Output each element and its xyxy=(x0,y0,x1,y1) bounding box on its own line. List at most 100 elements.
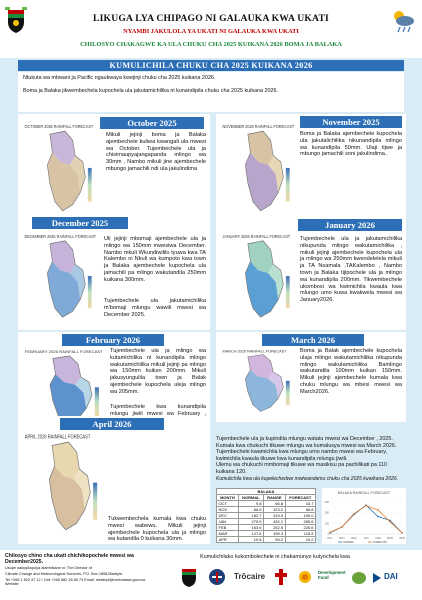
footer: Chilosyo chino cha ukati chichikopochele… xyxy=(0,550,422,600)
table-row: APR 10.8 59.2 10.2 xyxy=(216,536,317,543)
march-text: Boma ja Balak ajembechele kupochela ulaj… xyxy=(300,348,402,395)
footer-contact-line-1: Usupe nakuyikopoya alambikane ni: The Di… xyxy=(5,566,92,571)
summary-paragraph-2: Tujembechele kwamichila kwa mlungu umo n… xyxy=(216,449,388,462)
apr-map-svg: APRIL 2026 RAINFALL FORECAST xyxy=(22,432,104,540)
october-panel: October 2025 OCTOBER 2025 RAINFALL FOREC… xyxy=(18,114,210,224)
data-point xyxy=(329,531,331,534)
apr-map-title: APRIL 2026 RAINFALL FORECAST xyxy=(25,434,91,439)
march-title: March 2026 xyxy=(262,334,364,346)
y-tick-label: 300 xyxy=(325,500,330,504)
footer-contact-line-2: Climate Change and Meteorological Servic… xyxy=(5,572,124,576)
development-fund-logo: Development Fund xyxy=(318,570,346,580)
x-tick-label: OCT xyxy=(327,536,333,540)
dec-map-svg: DECEMBER 2025 RAINFALL FORECAST xyxy=(22,232,98,326)
mar-map-svg: MARCH 2026 RAINFALL FORECAST xyxy=(220,348,296,418)
rainfall-chart: BALAKA RAINFALL FORECAST 0 100 200 300 OCT NOV… xyxy=(322,488,406,544)
summary-caption: Kumulichila kwa ula kupelechedwe mwiwand… xyxy=(216,475,399,482)
legend-label: FORECAST xyxy=(373,540,388,544)
april-text: Tukwembechela kumala kwa chuku mwesi wab… xyxy=(108,516,206,543)
x-tick-label: APR xyxy=(399,536,404,540)
series-line-forecast xyxy=(329,505,403,534)
summary-paragraph-3: Ulemu wa chukuchi mmbomaji tikuwe wa mas… xyxy=(216,462,387,475)
malawi-crest-logo xyxy=(182,569,196,587)
january-map: JANUARY 2026 RAINFALL FORECAST xyxy=(220,232,296,326)
march-panel: March 2026 MARCH 2026 RAINFALL FORECAST … xyxy=(216,332,406,422)
november-map: NOVEMBER 2025 RAINFALL FORECAST xyxy=(220,122,296,220)
x-tick-label: DEC xyxy=(351,536,357,540)
november-title: November 2025 xyxy=(300,116,402,128)
intro-text-1: Ntukuta wa mbwani ja Pacific ngaukwaya k… xyxy=(23,75,216,81)
october-title: October 2025 xyxy=(100,117,204,129)
data-point xyxy=(341,526,343,528)
oct-map-title: OCTOBER 2025 RAINFALL FORECAST xyxy=(25,124,94,129)
summary-paragraph-1: Tujembechele ula ja kupindila mlungu wat… xyxy=(216,436,397,449)
april-map: APRIL 2026 RAINFALL FORECAST xyxy=(22,432,104,540)
jan-map-svg: JANUARY 2026 RAINFALL FORECAST xyxy=(220,232,296,326)
table-header-cell: RANGE xyxy=(263,494,286,501)
header: LIKUGA LYA CHIPAGO NI GALAUKA KWA UKATI … xyxy=(0,0,422,58)
december-map: DECEMBER 2025 RAINFALL FORECAST xyxy=(22,232,98,326)
data-point xyxy=(353,512,355,515)
forecast-subtitle: CHILOSYO CHAKAGWE KA ULA CHUKU CHA 2025 … xyxy=(80,41,342,48)
dai-logo: DAI xyxy=(384,572,398,581)
partner-logos: Trōcaire Development Fund DAI xyxy=(150,564,422,594)
footer-funding-text: Kumulichilako kukombolechele ni chakamun… xyxy=(200,554,350,560)
forecast-table: BALAKA MONTH NORMAL RANGE FORECAST OCT 9.8 66… xyxy=(216,488,317,543)
x-tick-label: JAN xyxy=(364,536,369,540)
feb-map-title: FEBRUARY 2026 RAINFALL FORECAST xyxy=(25,349,103,354)
x-tick-label: NOV xyxy=(339,536,345,540)
table-header-cell: NORMAL xyxy=(237,494,265,501)
y-tick-label: 200 xyxy=(325,511,330,515)
series-line-normal xyxy=(329,504,403,534)
data-point xyxy=(377,509,379,511)
november-text: Boma ja Balaka ajembechele kupochela ula… xyxy=(300,131,402,158)
data-point xyxy=(401,532,403,534)
intro-box: Ntukuta wa mbwani ja Pacific ngaukwaya k… xyxy=(18,72,404,112)
data-point xyxy=(365,504,367,507)
data-point xyxy=(389,520,391,523)
y-tick-label: 100 xyxy=(325,521,330,525)
department-subtitle: NYAMBI JAKULOLA YA UKATI NI GALAUKA KWA … xyxy=(123,28,299,35)
seed-logo xyxy=(352,572,366,584)
october-map: OCTOBER 2025 RAINFALL FORECAST xyxy=(22,122,98,220)
table-header-cell: FORECAST xyxy=(284,494,317,501)
february-title: February 2026 xyxy=(62,334,164,346)
dai-mark-icon xyxy=(373,573,381,583)
trocaire-logo: Trōcaire xyxy=(234,572,266,581)
table-cell: 10.2 xyxy=(284,536,317,543)
table-cell: 10.8 xyxy=(237,536,265,543)
december-panel: December 2025 DECEMBER 2025 RAINFALL FOR… xyxy=(18,216,210,330)
nov-map-title: NOVEMBER 2025 RAINFALL FORECAST xyxy=(223,124,295,129)
jan-map-title: JANUARY 2026 RAINFALL FORECAST xyxy=(223,234,291,239)
y-tick-label: 0 xyxy=(328,532,330,536)
weather-icon xyxy=(394,11,414,33)
page-title: LIKUGA LYA CHIPAGO NI GALAUKA KWA UKATI xyxy=(93,13,329,24)
data-point xyxy=(377,515,379,518)
nov-map-svg: NOVEMBER 2025 RAINFALL FORECAST xyxy=(220,122,296,220)
main-banner: KUMULICHILA CHUKU CHA 2025 KUIKANA 2026 xyxy=(18,60,404,71)
footer-contact: Chilosyo chino cha ukati chichikopochele… xyxy=(5,553,155,587)
april-title: April 2026 xyxy=(60,418,164,430)
november-panel: November 2025 NOVEMBER 2025 RAINFALL FOR… xyxy=(216,114,406,224)
december-text-1: Uli jejinji mbomaji ajembechele ula ja m… xyxy=(104,236,206,283)
sun-logo xyxy=(299,571,311,583)
chart-title: BALAKA RAINFALL FORECAST xyxy=(338,491,391,495)
march-map: MARCH 2026 RAINFALL FORECAST xyxy=(220,348,296,418)
legend-label: NORMAL xyxy=(343,540,355,544)
february-text-1: Tujembechele ula ja mlingo wa kutamichil… xyxy=(110,348,206,395)
january-panel: January 2026 JANUARY 2026 RAINFALL FOREC… xyxy=(216,216,406,330)
january-title: January 2026 xyxy=(298,219,402,231)
october-text: Mikuli jejinji boma ja Balaka ajembechel… xyxy=(106,132,206,172)
x-tick-label: MAR xyxy=(387,536,393,540)
december-title: December 2025 xyxy=(32,217,128,229)
oct-map-svg: OCTOBER 2025 RAINFALL FORECAST xyxy=(22,122,98,220)
january-text: Tujembechele ula ja jakutamichilika niku… xyxy=(300,236,402,304)
mar-map-title: MARCH 2026 RAINFALL FORECAST xyxy=(223,350,288,354)
dec-map-title: DECEMBER 2025 RAINFALL FORECAST xyxy=(25,234,97,239)
cross-logo xyxy=(275,569,287,585)
december-text-2: Tujembechele ula jakutamichilika m'bomaj… xyxy=(104,298,206,318)
x-tick-label: FEB xyxy=(375,536,380,540)
intro-text-2: Boma ja Balaka jikwembechela kupochela u… xyxy=(23,88,279,94)
table-cell: 59.2 xyxy=(263,536,286,543)
ukaid-logo xyxy=(209,569,225,585)
